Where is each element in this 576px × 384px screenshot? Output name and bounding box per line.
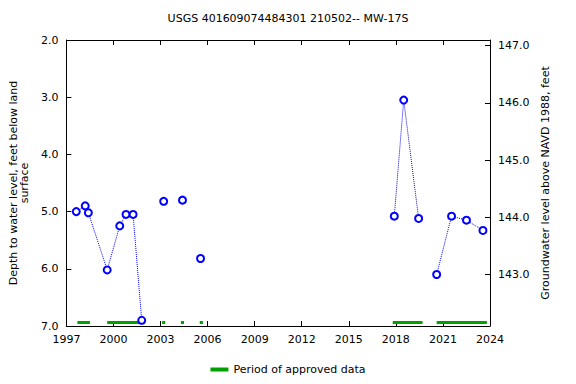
svg-text:2.0: 2.0 — [41, 34, 59, 47]
svg-text:2015: 2015 — [335, 333, 363, 346]
svg-text:7.0: 7.0 — [41, 320, 59, 333]
svg-text:144.0: 144.0 — [498, 211, 530, 224]
svg-text:6.0: 6.0 — [41, 262, 59, 275]
svg-text:143.0: 143.0 — [498, 268, 530, 281]
svg-text:146.0: 146.0 — [498, 96, 530, 109]
svg-text:2003: 2003 — [147, 333, 175, 346]
svg-text:2012: 2012 — [288, 333, 316, 346]
svg-text:147.0: 147.0 — [498, 39, 530, 52]
svg-text:surface: surface — [18, 162, 31, 203]
svg-text:1997: 1997 — [52, 333, 80, 346]
svg-text:2000: 2000 — [99, 333, 127, 346]
svg-text:2018: 2018 — [382, 333, 410, 346]
svg-text:2006: 2006 — [194, 333, 222, 346]
svg-text:Period of approved data: Period of approved data — [233, 363, 365, 376]
svg-text:2024: 2024 — [476, 333, 504, 346]
svg-text:USGS 401609074484301 210502--: USGS 401609074484301 210502-- MW-17S — [168, 12, 409, 25]
svg-text:Depth to water level, feet bel: Depth to water level, feet below land — [7, 80, 20, 286]
svg-text:3.0: 3.0 — [41, 91, 59, 104]
svg-text:2021: 2021 — [429, 333, 457, 346]
svg-text:4.0: 4.0 — [41, 148, 59, 161]
svg-text:5.0: 5.0 — [41, 205, 59, 218]
svg-text:2009: 2009 — [241, 333, 269, 346]
svg-text:Groundwater level above NAVD 1: Groundwater level above NAVD 1988, feet — [539, 66, 552, 300]
svg-text:145.0: 145.0 — [498, 154, 530, 167]
